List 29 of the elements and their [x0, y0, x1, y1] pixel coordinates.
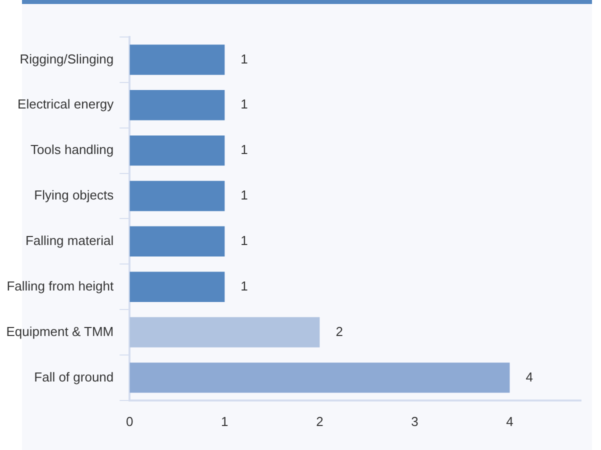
y-tick-label: Tools handling	[30, 142, 114, 158]
y-tick-label: Equipment & TMM	[6, 324, 114, 339]
data-label: 1	[240, 142, 248, 158]
bar	[130, 90, 225, 120]
data-label: 1	[240, 188, 248, 203]
data-label: 4	[526, 369, 533, 384]
bar	[130, 44, 225, 75]
bar	[130, 317, 320, 348]
x-tick-label: 4	[506, 414, 514, 429]
bar	[130, 180, 225, 212]
x-tick-label: 1	[221, 414, 228, 429]
bar	[130, 135, 225, 166]
y-tick-label: Flying objects	[34, 188, 114, 203]
y-tick-label: Falling from height	[6, 278, 114, 294]
x-tick-label: 2	[316, 414, 324, 429]
y-tick-label: Falling material	[25, 232, 114, 248]
y-tick-label: Rigging/Slinging	[20, 51, 114, 66]
y-tick-label: Fall of ground	[34, 369, 114, 384]
data-label: 1	[240, 278, 248, 294]
data-label: 1	[240, 96, 248, 112]
x-tick-label: 3	[411, 414, 418, 429]
bar	[130, 272, 225, 302]
data-label: 1	[240, 232, 248, 248]
bar	[130, 362, 510, 393]
bar	[130, 226, 225, 257]
y-tick-label: Electrical energy	[18, 96, 114, 112]
data-label: 2	[336, 324, 343, 339]
data-label: 1	[240, 51, 248, 66]
x-tick-label: 0	[126, 414, 134, 429]
